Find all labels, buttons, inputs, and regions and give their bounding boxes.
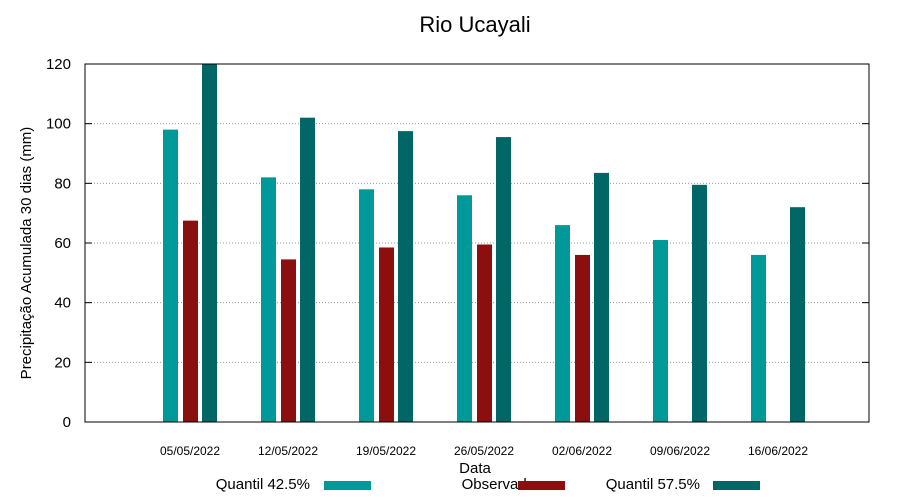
- x-tick-label: 02/06/2022: [552, 444, 612, 458]
- x-axis-label: Data: [459, 460, 491, 477]
- bar-quantil-57-5: [692, 184, 707, 422]
- bar-quantil-57-5: [790, 207, 805, 422]
- y-tick-label: 20: [54, 354, 71, 371]
- legend: Quantil 42.5% Observado Quantil 57.5%: [216, 476, 760, 493]
- x-tick-label: 16/06/2022: [748, 444, 808, 458]
- x-tick-label: 12/05/2022: [258, 444, 318, 458]
- bar-quantil-42-5: [555, 225, 570, 422]
- x-tick-label: 05/05/2022: [160, 444, 220, 458]
- y-axis-ticks: 0 20 40 60 80 100 120: [46, 56, 869, 431]
- legend-swatch: [518, 481, 565, 490]
- x-tick-label: 26/05/2022: [454, 444, 514, 458]
- bar-quantil-42-5: [653, 240, 668, 422]
- legend-swatch: [713, 481, 760, 490]
- x-axis-ticks: 05/05/2022 12/05/2022 19/05/2022 26/05/2022…: [160, 444, 808, 458]
- bar-quantil-42-5: [751, 254, 766, 422]
- legend-label: Quantil 42.5%: [216, 476, 310, 493]
- bar-quantil-42-5: [359, 189, 374, 422]
- bar-observado: [281, 259, 296, 422]
- y-tick-label: 40: [54, 295, 71, 312]
- bar-observado: [183, 220, 198, 422]
- y-axis-label: Precipitação Acumulada 30 dias (mm): [18, 127, 35, 380]
- bar-quantil-57-5: [300, 117, 315, 422]
- y-tick-label: 100: [46, 116, 71, 133]
- bar-quantil-57-5: [398, 131, 413, 422]
- bar-quantil-42-5: [163, 129, 178, 422]
- bar-quantil-42-5: [457, 195, 472, 422]
- bar-observado: [575, 254, 590, 422]
- x-tick-label: 09/06/2022: [650, 444, 710, 458]
- x-tick-label: 19/05/2022: [356, 444, 416, 458]
- legend-label: Quantil 57.5%: [606, 476, 700, 493]
- bar-quantil-57-5: [594, 172, 609, 422]
- y-tick-label: 120: [46, 56, 71, 73]
- chart-title: Rio Ucayali: [419, 12, 530, 37]
- bar-observado: [379, 247, 394, 422]
- legend-label: Observado: [462, 476, 535, 493]
- legend-swatch: [324, 481, 371, 490]
- y-tick-label: 0: [63, 414, 71, 431]
- bar-quantil-57-5: [202, 64, 217, 422]
- y-tick-label: 80: [54, 175, 71, 192]
- bar-quantil-57-5: [496, 137, 511, 422]
- bar-observado: [477, 244, 492, 422]
- y-tick-label: 60: [54, 235, 71, 252]
- bars: [163, 64, 805, 422]
- bar-quantil-42-5: [261, 177, 276, 422]
